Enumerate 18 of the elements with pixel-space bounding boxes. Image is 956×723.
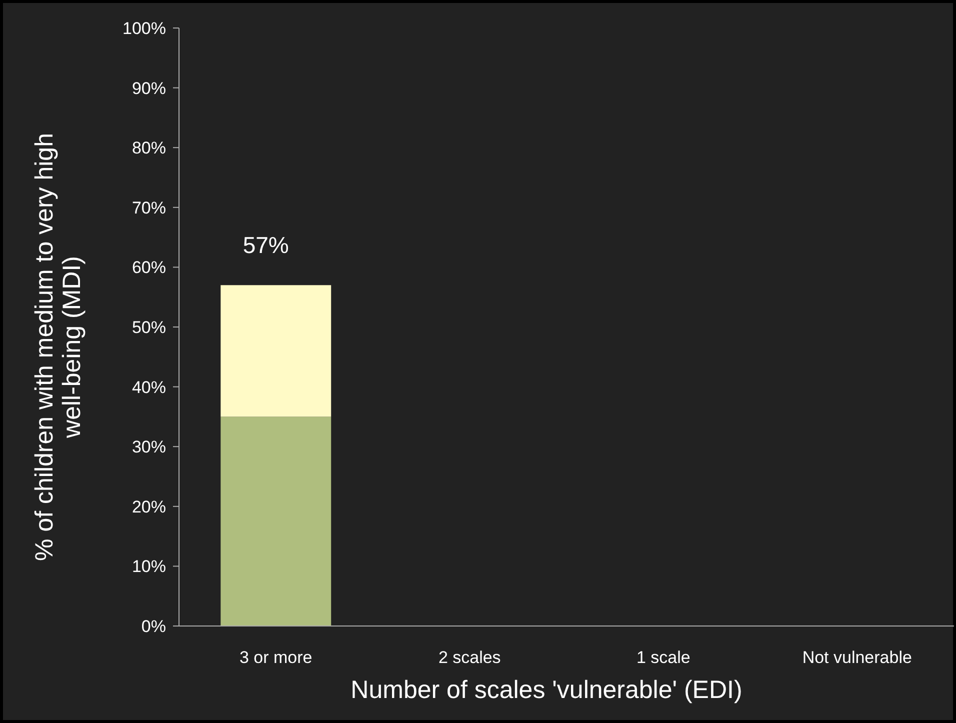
y-tick-label: 90% bbox=[132, 78, 166, 98]
y-tick-label: 40% bbox=[132, 378, 166, 397]
x-tick-label: Not vulnerable bbox=[802, 648, 912, 667]
y-tick-label: 70% bbox=[132, 198, 166, 218]
x-tick-label: 3 or more bbox=[240, 648, 312, 667]
y-tick-label: 0% bbox=[141, 616, 166, 636]
y-tick-label: 80% bbox=[132, 138, 166, 158]
total-label: 57% bbox=[242, 232, 289, 258]
y-tick-label: 100% bbox=[122, 18, 166, 38]
y-axis-title: % of children with medium to very high well-being (MDI) bbox=[30, 133, 86, 561]
y-tick-label: 10% bbox=[132, 557, 166, 576]
y-tick-label: 60% bbox=[132, 258, 166, 278]
y-tick-label: 30% bbox=[132, 438, 166, 457]
x-tick-label: 1 scale bbox=[636, 648, 690, 667]
y-tick-label: 20% bbox=[132, 497, 166, 516]
y-tick-label: 50% bbox=[132, 318, 166, 337]
x-axis-title: Number of scales 'vulnerable' (EDI) bbox=[350, 676, 742, 704]
x-tick-label: 2 scales bbox=[438, 648, 501, 667]
